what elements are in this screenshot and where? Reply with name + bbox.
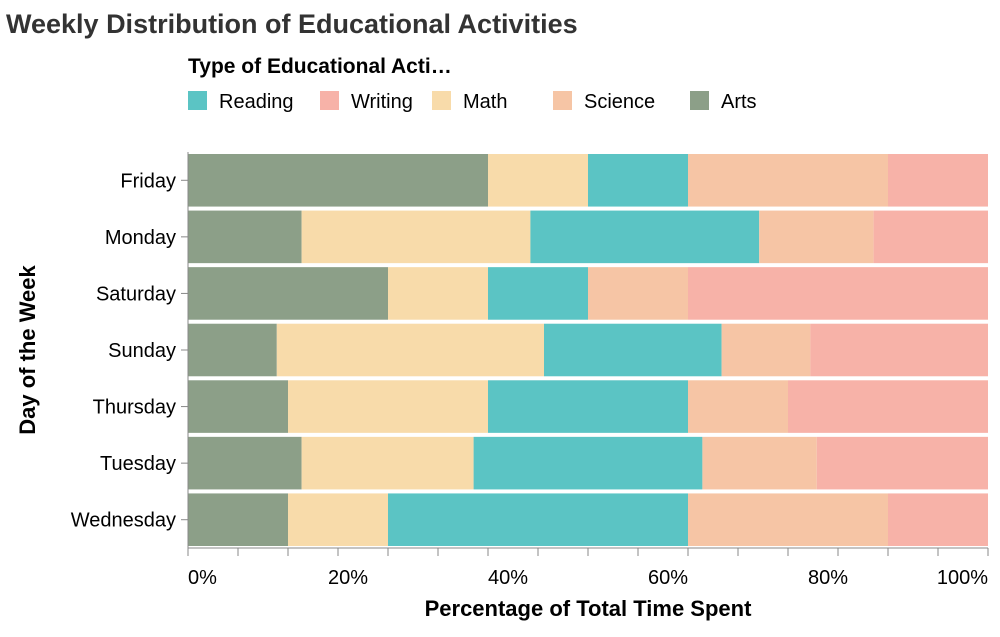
bar-wednesday-writing — [888, 493, 988, 546]
bar-saturday-science — [588, 267, 688, 320]
legend-label-arts: Arts — [721, 91, 757, 113]
bar-tuesday-writing — [816, 436, 988, 490]
y-axis-label: Day of the Week — [15, 264, 40, 434]
bar-monday-math — [301, 210, 531, 264]
bar-monday-science — [759, 210, 874, 264]
legend-label-science: Science — [584, 91, 655, 113]
x-axis: 0% 20% 40% 60% 80% 100% — [187, 547, 989, 589]
bar-thursday-arts — [188, 380, 288, 433]
bar-wednesday-arts — [188, 493, 288, 546]
chart-title: Weekly Distribution of Educational Activ… — [6, 9, 578, 39]
bar-sunday-math — [276, 323, 544, 377]
y-tick-label-monday: Monday — [105, 227, 176, 249]
x-tick-label: 40% — [488, 567, 528, 589]
legend: Reading Writing Math Science Arts — [188, 91, 757, 113]
bar-tuesday-reading — [473, 436, 703, 490]
bar-sunday-science — [721, 323, 811, 377]
bar-tuesday-math — [301, 436, 474, 490]
bar-sunday-writing — [810, 323, 988, 377]
bar-saturday-writing — [688, 267, 988, 320]
bar-tuesday-arts — [188, 436, 302, 490]
bar-thursday-reading — [488, 380, 688, 433]
y-axis: Friday Monday Saturday Sunday Thursday Tuesda… — [71, 152, 189, 548]
y-tick-label-friday: Friday — [120, 170, 176, 192]
y-tick-label-sunday: Sunday — [108, 340, 176, 362]
bar-saturday-reading — [488, 267, 588, 320]
bar-thursday-science — [688, 380, 788, 433]
x-tick-label: 20% — [328, 567, 368, 589]
bar-friday-writing — [888, 154, 988, 207]
bar-wednesday-science — [688, 493, 888, 546]
y-tick-label-saturday: Saturday — [96, 283, 176, 305]
x-tick-label: 80% — [808, 567, 848, 589]
legend-swatch-science — [553, 91, 572, 110]
x-axis-label: Percentage of Total Time Spent — [425, 596, 752, 621]
y-tick-label-thursday: Thursday — [93, 397, 176, 419]
legend-label-math: Math — [463, 91, 507, 113]
bars — [188, 154, 988, 546]
bar-thursday-math — [288, 380, 488, 433]
legend-label-writing: Writing — [351, 91, 413, 113]
y-tick-label-tuesday: Tuesday — [100, 453, 176, 475]
bar-monday-writing — [873, 210, 988, 264]
bar-saturday-arts — [188, 267, 388, 320]
x-tick-label: 100% — [937, 567, 988, 589]
bar-wednesday-math — [288, 493, 388, 546]
bar-tuesday-science — [702, 436, 817, 490]
legend-swatch-math — [432, 91, 451, 110]
bar-friday-reading — [588, 154, 688, 207]
bar-sunday-arts — [188, 323, 277, 377]
bar-wednesday-reading — [388, 493, 688, 546]
bar-friday-math — [488, 154, 588, 207]
bar-thursday-writing — [788, 380, 988, 433]
legend-title: Type of Educational Acti… — [188, 55, 452, 78]
x-tick-label: 0% — [188, 567, 217, 589]
legend-label-reading: Reading — [219, 91, 294, 113]
bar-friday-arts — [188, 154, 488, 207]
legend-swatch-writing — [320, 91, 339, 110]
bar-monday-reading — [530, 210, 760, 264]
bar-saturday-math — [388, 267, 488, 320]
x-tick-label: 60% — [648, 567, 688, 589]
y-tick-label-wednesday: Wednesday — [71, 510, 176, 532]
legend-swatch-arts — [690, 91, 709, 110]
bar-monday-arts — [188, 210, 302, 264]
bar-sunday-reading — [544, 323, 722, 377]
bar-friday-science — [688, 154, 888, 207]
legend-swatch-reading — [188, 91, 207, 110]
